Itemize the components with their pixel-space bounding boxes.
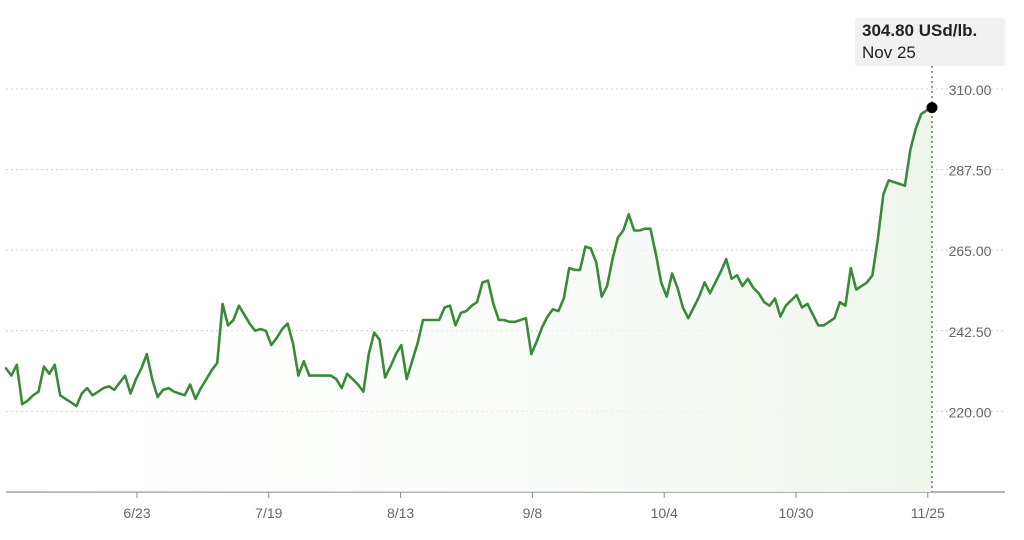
hover-tooltip: 304.80 USd/lb. Nov 25 bbox=[855, 18, 1005, 66]
series-area bbox=[6, 107, 932, 492]
x-tick-label: 6/23 bbox=[123, 505, 150, 521]
x-tick-label: 11/25 bbox=[911, 505, 945, 521]
series-line bbox=[4, 106, 934, 408]
tooltip-date: Nov 25 bbox=[862, 43, 916, 62]
y-tick-label: 287.50 bbox=[949, 163, 992, 179]
y-tick-label: 220.00 bbox=[949, 404, 992, 420]
x-tick-label: 10/30 bbox=[778, 505, 813, 521]
x-tick-label: 9/8 bbox=[523, 505, 543, 521]
tooltip-value: 304.80 USd/lb. bbox=[862, 21, 978, 40]
x-tick-label: 10/4 bbox=[651, 505, 678, 521]
y-tick-label: 310.00 bbox=[949, 82, 992, 98]
last-point-marker bbox=[926, 102, 938, 114]
y-tick-label: 265.00 bbox=[949, 243, 992, 259]
y-tick-label: 242.50 bbox=[949, 324, 992, 340]
x-tick-label: 8/13 bbox=[387, 505, 414, 521]
x-tick-label: 7/19 bbox=[255, 505, 282, 521]
